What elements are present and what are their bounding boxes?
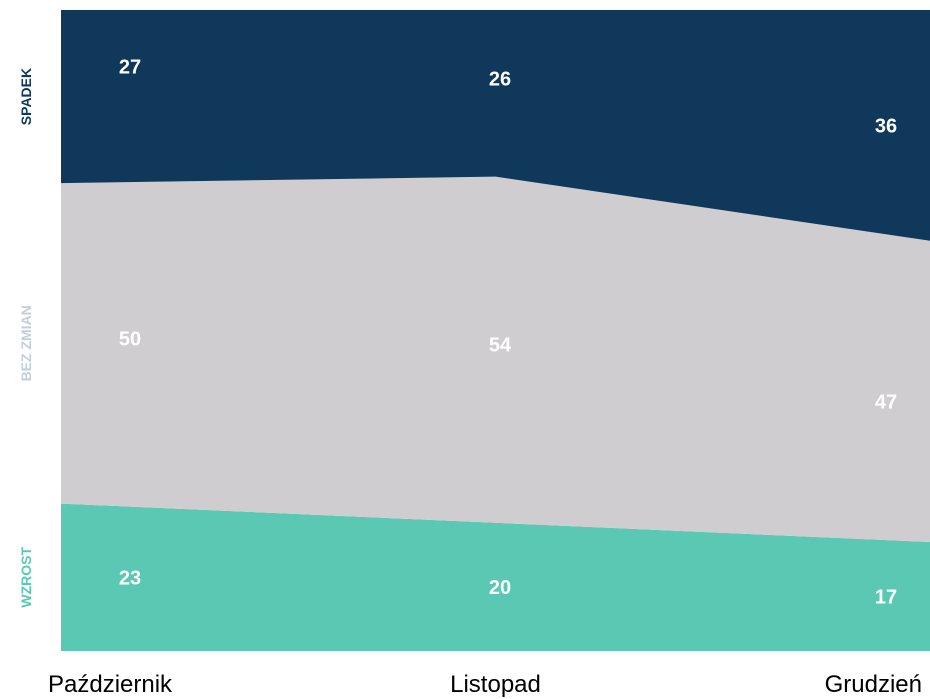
x-tick-label-0: Październik [48, 671, 173, 698]
series-label-layer: WZROST BEZ ZMIAN SPADEK [18, 68, 34, 608]
data-label-wzrost-1: 20 [489, 577, 511, 599]
data-label-bez-zmian-1: 54 [489, 335, 512, 357]
area-bez-zmian [61, 176, 930, 543]
x-axis-tick-labels: Październik Listopad Grudzień [48, 671, 922, 698]
data-label-wzrost-2: 17 [875, 587, 897, 609]
data-label-spadek-0: 27 [119, 57, 141, 79]
data-label-bez-zmian-0: 50 [119, 328, 141, 350]
series-label-wzrost: WZROST [18, 547, 34, 608]
series-label-spadek: SPADEK [18, 68, 34, 125]
area-wzrost [61, 503, 930, 651]
data-label-spadek-1: 26 [489, 68, 511, 90]
x-tick-label-2: Grudzień [825, 671, 922, 698]
series-label-bez-zmian: BEZ ZMIAN [18, 305, 34, 381]
area-layer [61, 10, 930, 651]
data-label-wzrost-0: 23 [119, 567, 141, 589]
area-spadek [61, 10, 930, 241]
data-label-layer: 23 20 17 50 54 47 27 26 36 [119, 57, 897, 609]
x-tick-label-1: Listopad [450, 671, 541, 698]
data-label-spadek-2: 36 [875, 115, 897, 137]
data-label-bez-zmian-2: 47 [875, 391, 897, 413]
